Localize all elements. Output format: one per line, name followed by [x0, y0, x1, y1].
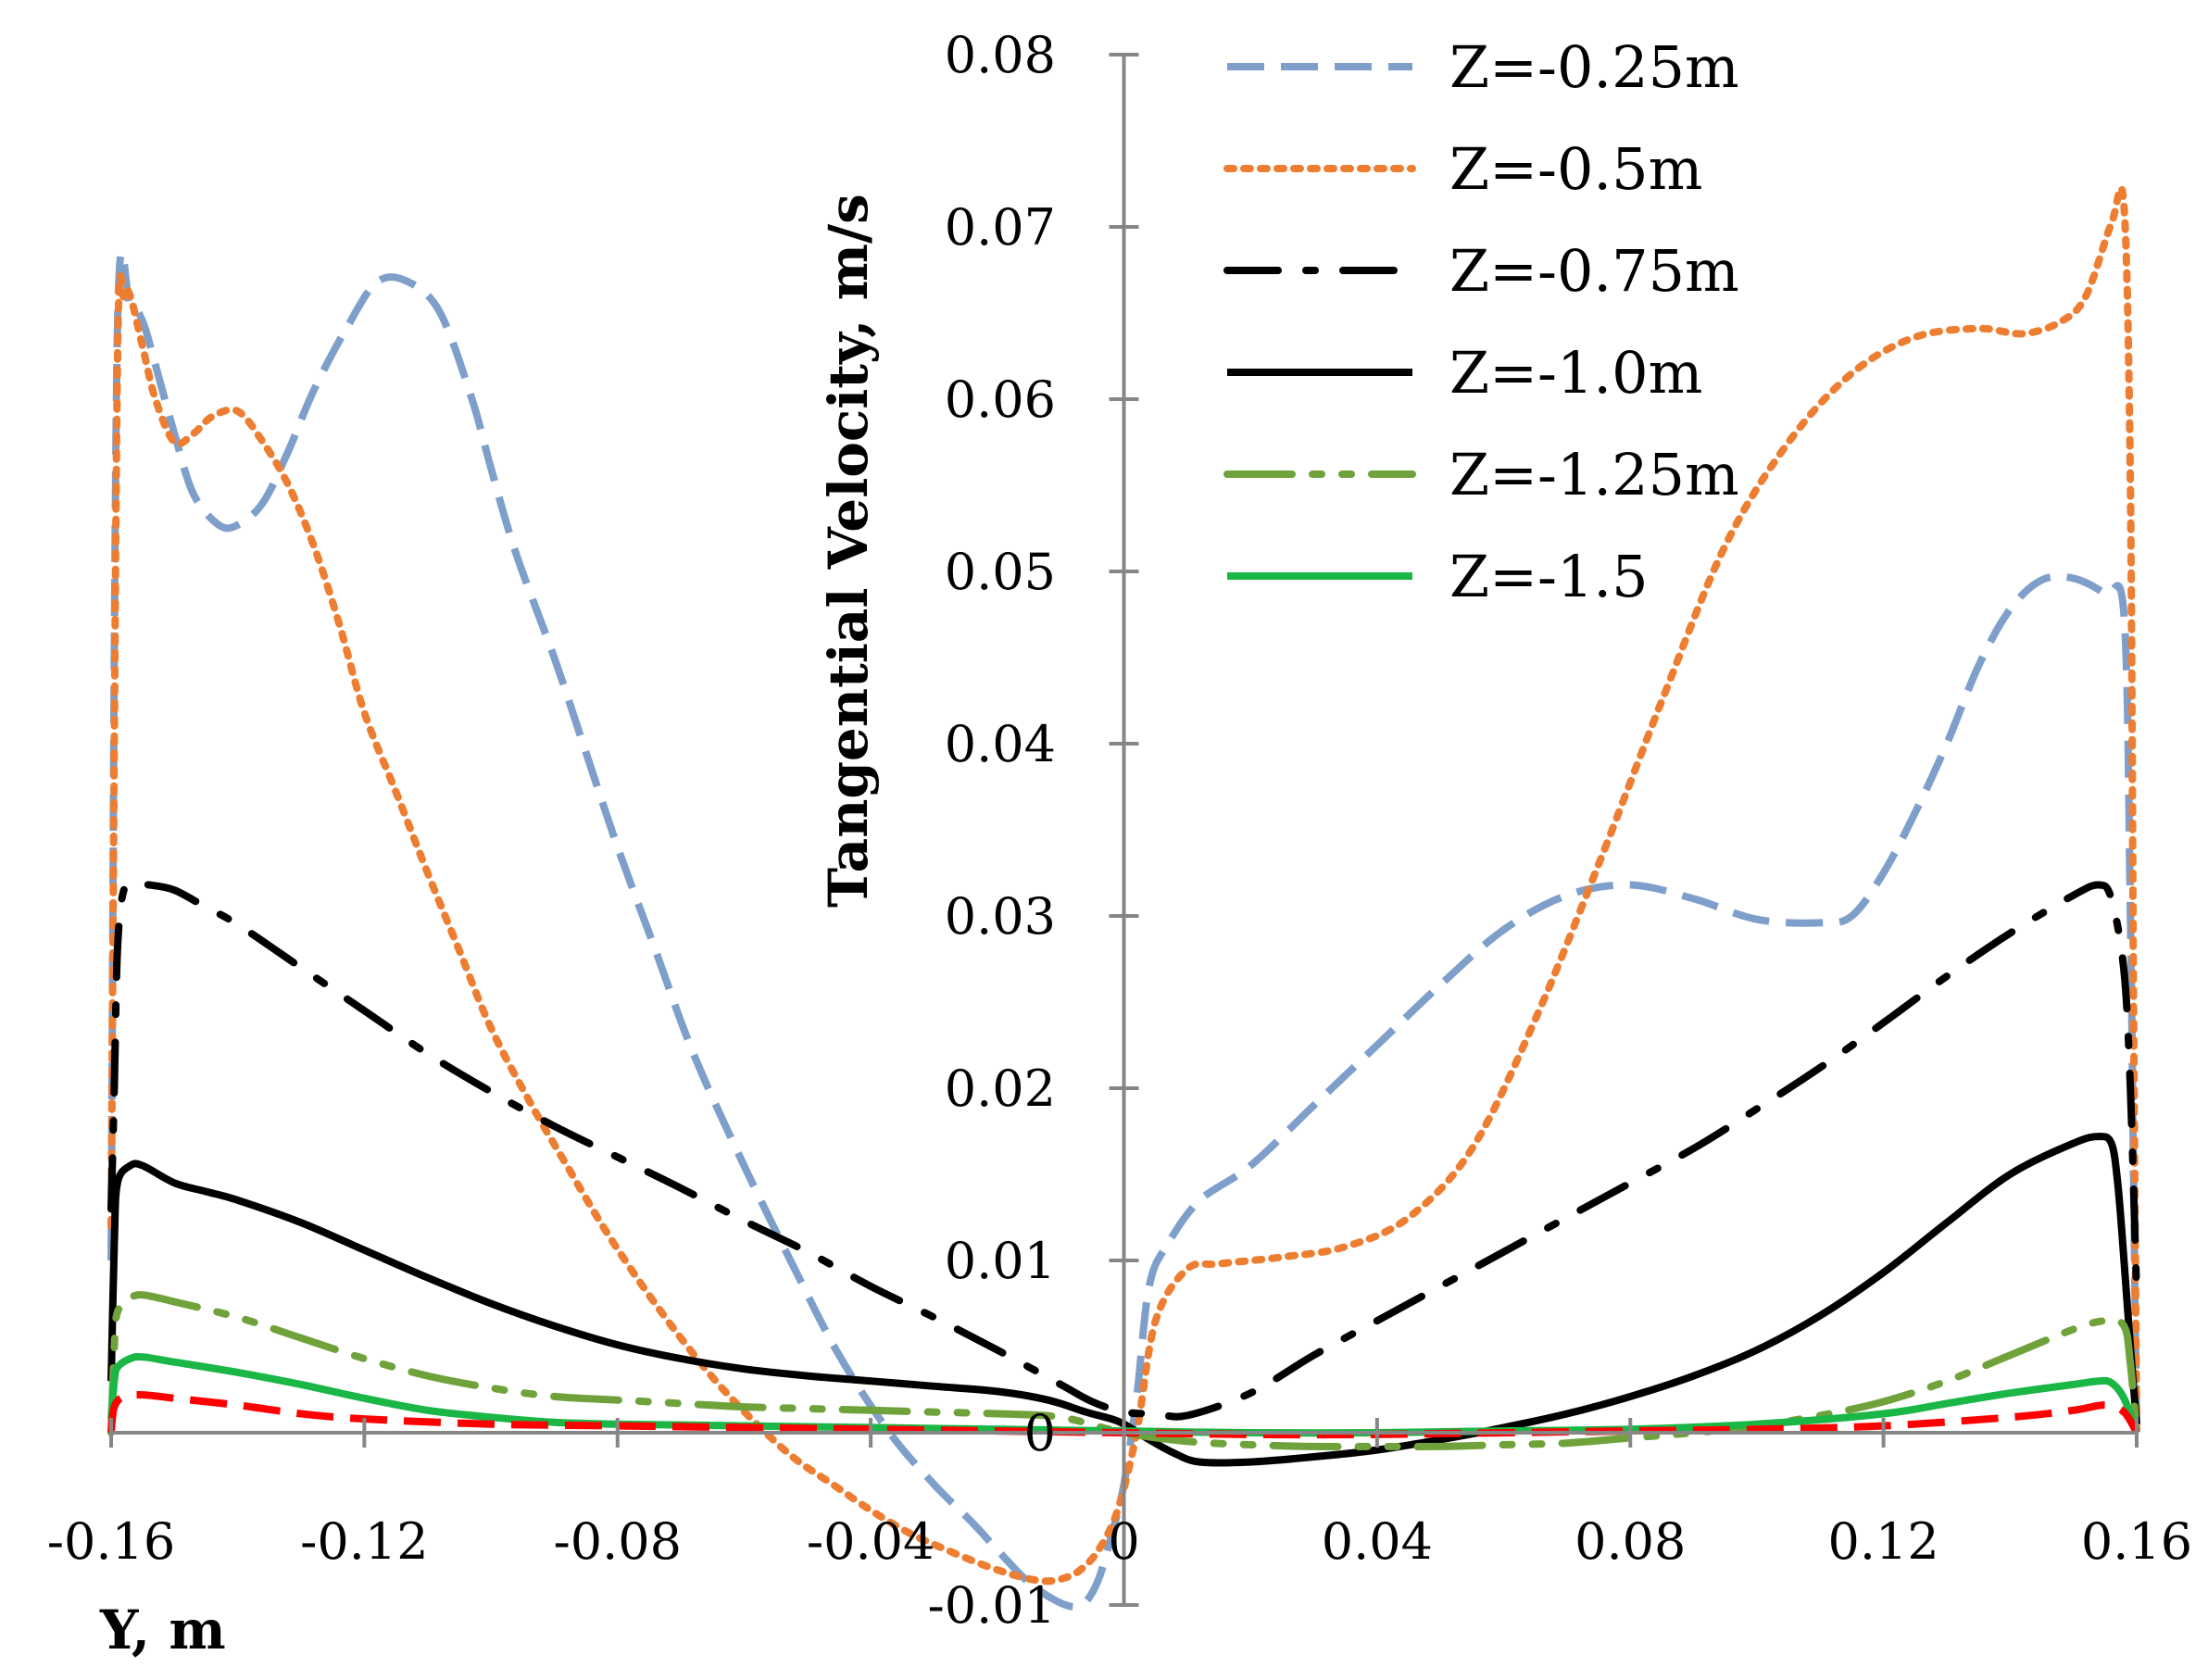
legend-label: Z=-0.25m	[1449, 33, 1739, 101]
x-tick-label: 0.12	[1828, 1512, 1939, 1571]
x-tick-label: 0.04	[1322, 1512, 1433, 1571]
series-line-unlabeled	[107, 1390, 2140, 1439]
x-axis-title: Y, m	[99, 1599, 226, 1661]
y-tick-label: 0	[1024, 1404, 1056, 1462]
x-tick-label: -0.04	[807, 1512, 935, 1571]
y-tick-label: 0.06	[945, 370, 1056, 429]
y-axis-title: Tangential Velocity, m/s	[817, 194, 880, 908]
legend-label: Z=-1.25m	[1449, 441, 1739, 508]
series-line-z-1-25m	[107, 1291, 2140, 1451]
legend: Z=-0.25m Z=-0.5m Z=-0.75m Z=-1.0m Z=-1.25m Z=…	[1223, 33, 1739, 610]
y-tick-label: 0.03	[945, 887, 1056, 946]
y-tick-label: 0.05	[945, 543, 1056, 601]
series-line-z-0-25m	[107, 248, 2140, 1611]
legend-label: Z=-0.5m	[1449, 135, 1702, 203]
series-layer	[107, 184, 2140, 1611]
series-line-z-0-75m	[107, 880, 2140, 1421]
x-tick-label: 0	[1108, 1512, 1139, 1571]
series-line-z-1-0m	[107, 1133, 2140, 1467]
x-tick-label: -0.08	[554, 1512, 682, 1571]
x-tick-label: -0.12	[300, 1512, 428, 1571]
y-tick-label: 0.04	[945, 715, 1056, 773]
x-tick-label: 0.08	[1574, 1512, 1686, 1571]
legend-label: Z=-1.0m	[1449, 339, 1702, 407]
x-tick-label: 0.16	[2081, 1512, 2192, 1571]
y-tick-label: 0.01	[945, 1232, 1056, 1290]
legend-label: Z=-0.75m	[1449, 237, 1739, 305]
y-tick-label: 0.07	[945, 198, 1056, 257]
axis-layer: -0.16 -0.12 -0.08 -0.04 0 0.04 0.08 0.12 0.16 0.0…	[47, 26, 2192, 1635]
y-tick-label: 0.08	[945, 26, 1056, 84]
x-tick-label: -0.16	[47, 1512, 175, 1571]
legend-label: Z=-1.5	[1449, 543, 1649, 610]
y-tick-label: 0.02	[945, 1059, 1056, 1118]
y-tick-label: -0.01	[928, 1576, 1056, 1635]
